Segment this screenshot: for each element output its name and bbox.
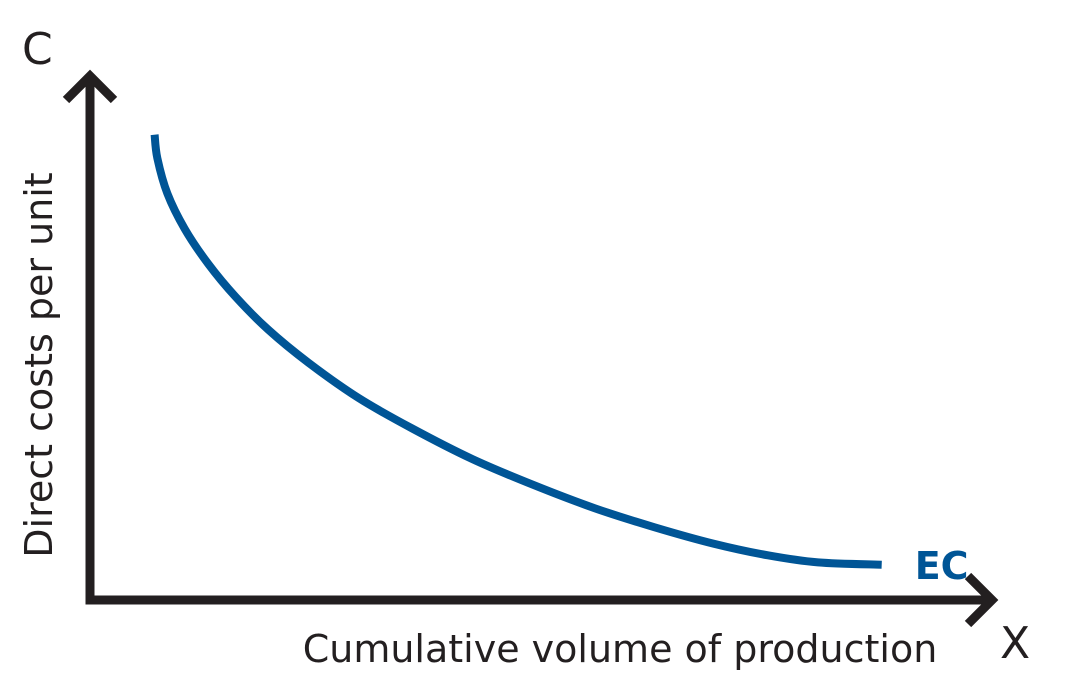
series-line-ec <box>150 134 882 569</box>
y-axis-label: Direct costs per unit <box>17 172 61 557</box>
x-axis-label: Cumulative volume of production <box>303 627 938 671</box>
axes <box>62 69 999 628</box>
y-axis-symbol: C <box>22 24 53 75</box>
x-axis-arrowhead <box>964 572 999 628</box>
x-axis-symbol: X <box>1000 618 1030 669</box>
series-layer: EC <box>150 134 969 588</box>
series-label-ec: EC <box>915 544 969 588</box>
y-axis-arrowhead <box>62 69 118 104</box>
